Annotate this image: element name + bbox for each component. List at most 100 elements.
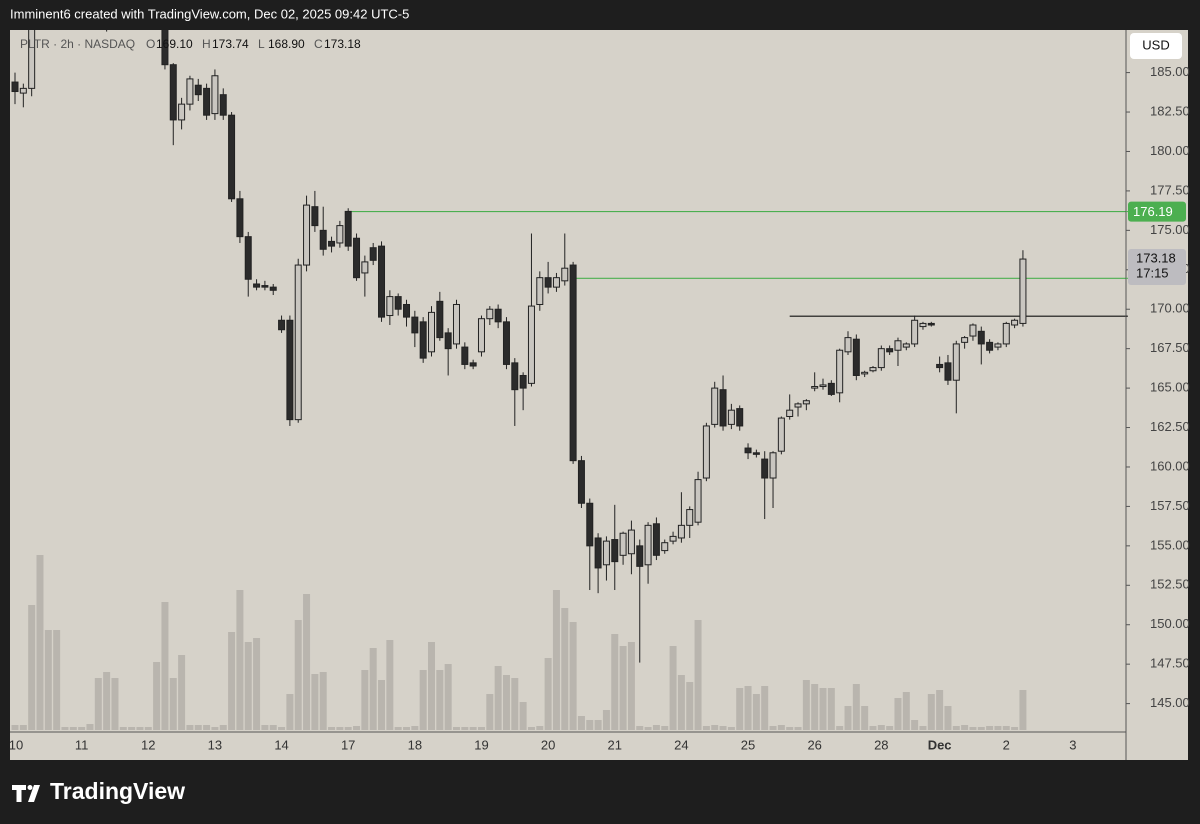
volume-bar <box>836 726 844 730</box>
volume-bar <box>852 684 860 730</box>
candle-body <box>927 322 935 326</box>
candle-body <box>11 81 19 93</box>
y-tick-label: 180.00 <box>1150 143 1190 158</box>
level-badge <box>1128 201 1186 222</box>
x-tick-label: 2 <box>1003 737 1010 752</box>
brand: TradingView <box>50 778 185 804</box>
volume-bar <box>1011 727 1019 730</box>
volume-bar <box>686 682 694 730</box>
candle-body <box>561 267 569 282</box>
volume-bar <box>944 706 952 730</box>
volume-bar <box>927 694 935 730</box>
volume-bar <box>361 670 369 730</box>
volume-bar <box>311 674 319 730</box>
volume-bar <box>403 727 411 730</box>
candle-body <box>677 524 685 539</box>
volume-bar <box>627 642 635 730</box>
volume-bar <box>652 725 660 730</box>
volume-bar <box>619 646 627 730</box>
volume-bar <box>577 716 585 730</box>
x-tick-label: 14 <box>274 737 288 752</box>
y-tick-label: 147.50 <box>1150 656 1190 671</box>
volume-bar <box>169 678 177 730</box>
legend-key: O <box>146 37 155 51</box>
candle-body <box>994 343 1002 348</box>
candle-body <box>328 240 336 247</box>
candle-body <box>902 343 910 348</box>
x-tick-label: 12 <box>141 737 155 752</box>
volume-bar <box>69 727 77 730</box>
x-tick-label: 17 <box>341 737 355 752</box>
candle-body <box>294 264 302 421</box>
candle-body <box>736 408 744 427</box>
volume-bar <box>244 642 252 730</box>
volume-bar <box>36 555 44 730</box>
candle-body <box>486 308 494 320</box>
candle-body <box>19 87 27 94</box>
candle-body <box>952 343 960 381</box>
volume-bar <box>644 727 652 730</box>
volume-bar <box>594 720 602 730</box>
volume-bar <box>194 725 202 730</box>
y-tick-label: 145.00 <box>1150 695 1190 710</box>
volume-bar <box>1002 726 1010 730</box>
x-tick-label: 13 <box>208 737 222 752</box>
volume-bar <box>469 727 477 730</box>
x-tick-label: 3 <box>1069 737 1076 752</box>
volume-bar <box>794 727 802 730</box>
currency-button[interactable] <box>1130 33 1182 59</box>
volume-bar <box>186 725 194 730</box>
candle-body <box>186 78 194 105</box>
volume-bar <box>136 727 144 730</box>
candle-body <box>336 225 344 244</box>
volume-bar <box>444 664 452 730</box>
candle-body <box>452 303 460 345</box>
candle-body <box>569 264 577 462</box>
candle-body <box>577 460 585 504</box>
candle-body <box>211 75 219 115</box>
candle-body <box>852 338 860 376</box>
candle-body <box>611 539 619 563</box>
volume-bar <box>161 602 169 730</box>
x-tick-label: 20 <box>541 737 555 752</box>
volume-bar <box>336 727 344 730</box>
volume-bar <box>677 675 685 730</box>
candle-body <box>644 524 652 566</box>
volume-bar <box>228 632 236 730</box>
volume-bar <box>428 642 435 730</box>
volume-bar <box>319 672 327 730</box>
volume-bar <box>802 680 810 730</box>
candle-body <box>694 479 702 523</box>
x-tick-label: 21 <box>608 737 622 752</box>
volume-bar <box>353 726 361 730</box>
candle-body <box>544 277 552 288</box>
volume-bar <box>711 725 719 730</box>
candle-body <box>236 198 244 238</box>
candle-body <box>752 452 760 455</box>
candle-body <box>469 362 477 367</box>
candle-body <box>428 311 435 353</box>
volume-bar <box>669 646 677 730</box>
candle-body <box>253 283 261 288</box>
volume-bar <box>94 678 102 730</box>
candle-body <box>178 103 186 121</box>
candle-body <box>361 261 369 274</box>
candle-body <box>794 403 802 408</box>
volume-bar <box>827 688 835 730</box>
volume-bar <box>1019 690 1027 730</box>
candle-body <box>594 537 602 569</box>
y-tick-label: 185.00 <box>1150 64 1190 79</box>
volume-bar <box>777 725 785 730</box>
last-price: 173.18 <box>1136 250 1176 265</box>
y-tick-label: 162.50 <box>1150 419 1190 434</box>
candle-body <box>219 94 227 116</box>
volume-bar <box>894 698 902 730</box>
candle-body <box>527 305 535 384</box>
countdown: 17:15 <box>1136 265 1169 280</box>
volume-bar <box>586 720 594 730</box>
legend-key: H <box>202 37 211 51</box>
y-tick-label: 150.00 <box>1150 616 1190 631</box>
candle-body <box>378 245 386 318</box>
volume-bar <box>861 706 869 730</box>
plot-background <box>10 30 1188 760</box>
